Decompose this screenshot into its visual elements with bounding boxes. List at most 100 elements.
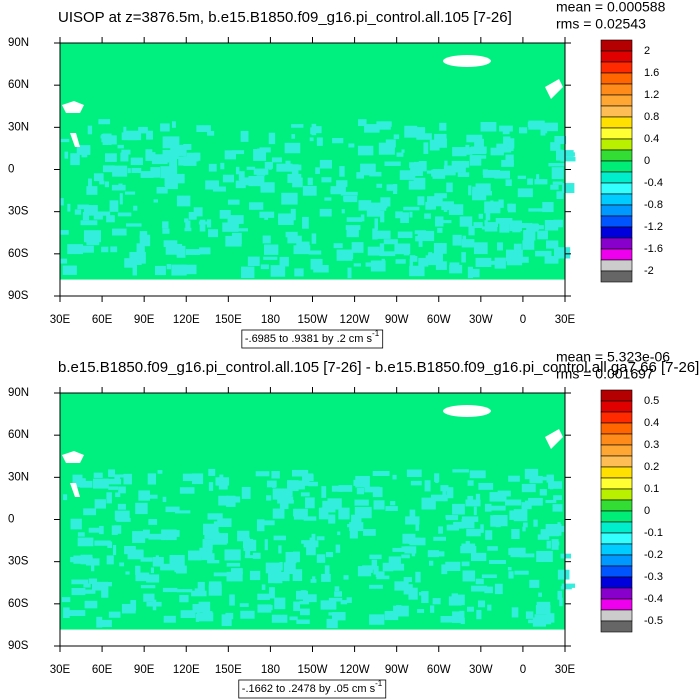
field-patch — [172, 558, 185, 569]
range-exponent: -1 — [375, 679, 383, 688]
field-patch — [185, 249, 201, 255]
field-patch — [255, 471, 270, 477]
field-patch — [524, 468, 539, 480]
field-patch — [519, 127, 528, 134]
field-patch — [484, 503, 492, 512]
field-patch — [315, 167, 320, 174]
colorbar-box — [600, 182, 633, 195]
field-patch — [330, 189, 342, 193]
field-patch — [204, 531, 220, 540]
field-patch — [165, 181, 178, 190]
lat-label: 30S — [8, 206, 29, 218]
lon-label: 30W — [469, 664, 493, 676]
field-patch — [557, 569, 570, 580]
field-patch — [124, 191, 136, 195]
field-patch — [411, 550, 416, 557]
field-patch — [517, 175, 526, 179]
field-patch — [348, 143, 355, 148]
field-patch — [86, 557, 93, 562]
lon-label: 120W — [340, 664, 370, 676]
field-patch — [512, 222, 521, 233]
lon-label: 120E — [173, 314, 200, 326]
field-patch — [316, 137, 323, 146]
colorbar-box — [600, 193, 633, 206]
lon-label: 180 — [261, 314, 280, 326]
field-patch — [540, 124, 546, 136]
field-patch — [170, 144, 187, 156]
field-patch — [470, 552, 487, 562]
field-patch — [358, 200, 372, 211]
field-patch — [274, 576, 283, 584]
field-patch — [363, 529, 376, 536]
lon-label: 180 — [261, 664, 280, 676]
field-patch — [357, 145, 374, 156]
field-patch — [238, 171, 245, 180]
field-patch — [415, 522, 420, 531]
lon-label: 60W — [427, 314, 451, 326]
colorbar-label: 0.3 — [644, 439, 659, 451]
field-patch — [121, 149, 131, 155]
field-patch — [108, 611, 121, 618]
field-patch — [253, 168, 269, 175]
field-patch — [197, 581, 205, 591]
field-patch — [176, 195, 191, 207]
field-patch — [321, 573, 331, 582]
field-patch — [516, 223, 533, 229]
sea-ice — [443, 55, 491, 67]
field-patch — [415, 571, 421, 583]
field-patch — [291, 134, 296, 139]
field-patch — [372, 470, 390, 476]
field-patch — [74, 209, 82, 215]
field-patch — [238, 228, 248, 232]
field-patch — [224, 549, 241, 561]
field-patch — [405, 516, 420, 525]
field-patch — [276, 163, 293, 172]
field-patch — [478, 482, 494, 490]
field-patch — [378, 205, 388, 209]
field-patch — [273, 571, 290, 582]
field-patch — [429, 139, 440, 151]
colorbar-box — [600, 488, 633, 501]
field-patch — [266, 495, 272, 501]
field-patch — [291, 124, 304, 128]
field-patch — [112, 228, 127, 236]
field-patch — [166, 264, 172, 270]
field-patch — [441, 564, 448, 575]
field-patch — [505, 499, 522, 506]
field-patch — [386, 184, 398, 191]
field-patch — [120, 152, 129, 162]
field-patch — [117, 144, 124, 149]
field-patch — [326, 618, 338, 629]
field-patch — [441, 243, 446, 253]
field-patch — [365, 262, 372, 267]
colorbar-box — [600, 83, 633, 96]
field-patch — [467, 606, 474, 612]
colorbar-label: -2 — [644, 265, 654, 277]
field-patch — [539, 489, 547, 496]
field-patch — [452, 147, 467, 157]
field-patch — [208, 468, 216, 476]
field-patch — [169, 158, 178, 167]
field-patch — [414, 230, 427, 235]
field-patch — [160, 166, 178, 179]
field-patch — [446, 524, 459, 531]
field-patch — [268, 572, 275, 584]
field-patch — [347, 524, 354, 528]
field-patch — [502, 126, 510, 135]
field-patch — [256, 519, 265, 532]
field-patch — [319, 159, 332, 169]
colorbar-label: 0 — [644, 505, 650, 517]
colorbar-box — [600, 532, 633, 545]
field-patch — [432, 598, 441, 605]
field-patch — [171, 121, 176, 128]
colorbar-box — [600, 61, 633, 74]
field-patch — [60, 230, 69, 235]
lon-label: 150E — [215, 314, 242, 326]
range-box — [241, 329, 384, 349]
field-patch — [94, 540, 111, 546]
field-patch — [533, 223, 539, 231]
field-patch — [142, 529, 150, 533]
colorbar-box — [600, 444, 633, 457]
field-patch — [316, 536, 325, 541]
field-patch — [309, 137, 314, 142]
